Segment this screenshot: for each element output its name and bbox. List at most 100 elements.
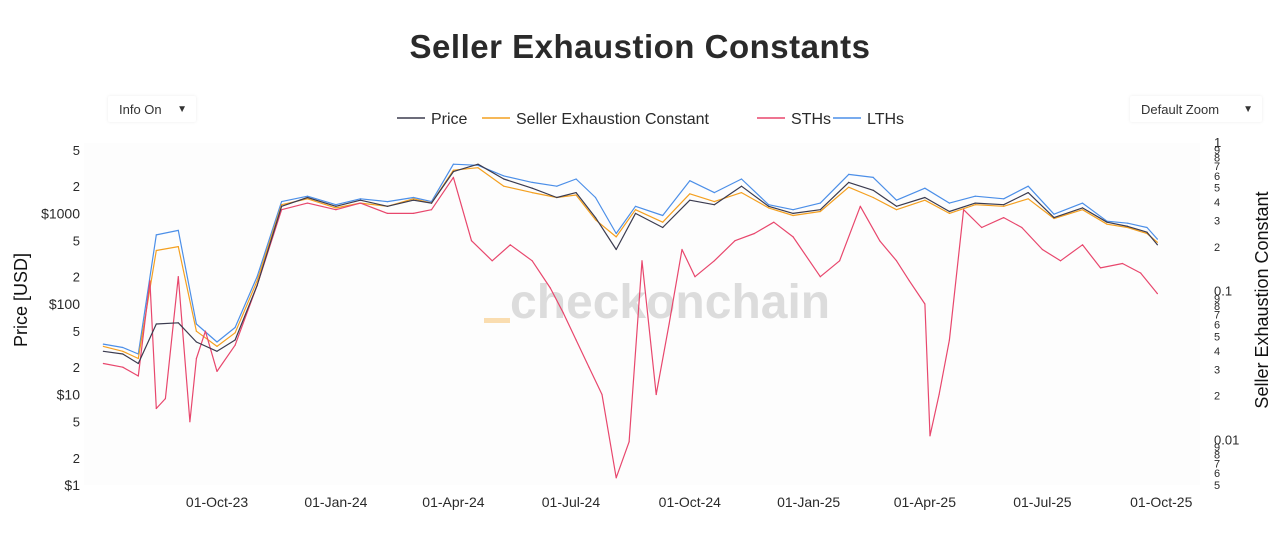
data-point-price xyxy=(359,199,361,201)
data-point-price xyxy=(137,362,139,365)
data-point-sths xyxy=(1059,260,1062,262)
data-point-sths xyxy=(938,393,940,396)
left-axis: $1 2 5 $10 2 5 $100 2 5 $1000 2 5 xyxy=(41,143,80,493)
data-point-sths xyxy=(149,280,151,282)
data-point-lths xyxy=(177,229,179,231)
data-point-seller-exhaustion-constant xyxy=(234,332,236,334)
y-left-tick-label: 5 xyxy=(73,234,80,249)
data-point-seller-exhaustion-constant xyxy=(216,345,218,347)
x-tick-label: 01-Oct-23 xyxy=(186,494,248,510)
y-right-tick-label: 3 xyxy=(1214,216,1220,228)
y-right-tick-label: 1 xyxy=(1214,135,1221,150)
data-point-lths xyxy=(195,323,197,325)
legend-item-seller-exhaustion-constant[interactable]: Seller Exhaustion Constant xyxy=(482,111,710,128)
data-point-sths xyxy=(234,344,236,346)
series-line-seller-exhaustion-constant xyxy=(103,167,1158,360)
data-point-seller-exhaustion-constant xyxy=(768,207,770,209)
data-point-seller-exhaustion-constant xyxy=(819,210,821,213)
data-point-lths xyxy=(1027,185,1029,187)
data-point-price xyxy=(256,284,258,287)
data-point-seller-exhaustion-constant xyxy=(503,185,505,187)
data-point-price xyxy=(792,212,794,214)
data-point-sths xyxy=(1099,267,1102,269)
data-point-lths xyxy=(713,192,715,194)
data-point-lths xyxy=(1053,213,1055,215)
y-left-tick-label: 2 xyxy=(73,451,80,466)
data-point-seller-exhaustion-constant xyxy=(306,198,309,200)
zoom-dropdown[interactable]: Default Zoom ▼ xyxy=(1130,96,1262,122)
data-point-sths xyxy=(713,260,715,262)
data-point-price xyxy=(430,202,433,204)
data-point-seller-exhaustion-constant xyxy=(662,221,664,223)
data-point-sths xyxy=(430,209,433,211)
data-point-sths xyxy=(1003,217,1005,219)
data-point-lths xyxy=(594,196,597,199)
data-point-price xyxy=(974,202,976,204)
chevron-down-icon: ▼ xyxy=(177,103,187,115)
y-right-tick-label: 8 xyxy=(1214,301,1220,313)
data-point-lths xyxy=(848,173,850,175)
data-point-seller-exhaustion-constant xyxy=(256,280,258,282)
series-layer xyxy=(102,163,1158,479)
data-point-seller-exhaustion-constant xyxy=(848,186,850,188)
data-point-price xyxy=(1053,217,1055,219)
data-point-sths xyxy=(588,366,590,368)
chart-title: Seller Exhaustion Constants xyxy=(409,28,871,65)
legend-label: Price xyxy=(431,111,468,128)
data-point-sths xyxy=(549,287,551,289)
y-right-tick-label: 5 xyxy=(1214,331,1220,343)
data-point-lths xyxy=(256,276,258,278)
y-right-tick-label: 2 xyxy=(1214,242,1220,254)
data-point-sths xyxy=(924,303,926,305)
data-point-lths xyxy=(740,178,743,180)
series-line-lths xyxy=(103,163,1158,355)
y-right-tick-label: 6 xyxy=(1214,468,1220,480)
y-left-tick-label: 5 xyxy=(73,415,80,430)
data-point-price xyxy=(819,209,821,211)
info-toggle-dropdown[interactable]: Info On ▼ xyxy=(108,96,196,122)
data-point-price xyxy=(1081,207,1084,209)
legend-label: Seller Exhaustion Constant xyxy=(516,111,710,128)
data-point-seller-exhaustion-constant xyxy=(335,207,337,209)
data-point-sths xyxy=(204,330,206,332)
data-point-seller-exhaustion-constant xyxy=(195,330,197,332)
data-point-price xyxy=(306,196,309,199)
data-point-price xyxy=(531,187,533,189)
chevron-down-icon: ▼ xyxy=(1243,103,1253,115)
data-point-sths xyxy=(1140,272,1142,274)
y-right-tick-label: 4 xyxy=(1214,346,1220,358)
legend-item-sths[interactable]: STHs xyxy=(757,111,831,128)
data-point-lths xyxy=(948,202,951,204)
data-point-lths xyxy=(924,187,926,189)
data-point-lths xyxy=(895,199,898,201)
data-point-seller-exhaustion-constant xyxy=(1156,241,1158,243)
x-tick-label: 01-Oct-25 xyxy=(1130,494,1192,510)
x-tick-label: 01-Jul-25 xyxy=(1013,494,1072,510)
data-point-price xyxy=(575,192,577,194)
data-point-seller-exhaustion-constant xyxy=(102,345,104,347)
data-point-price xyxy=(122,353,124,355)
data-point-lths xyxy=(234,326,236,329)
data-point-price xyxy=(872,189,874,191)
info-toggle-label: Info On xyxy=(119,101,162,117)
data-point-seller-exhaustion-constant xyxy=(615,236,617,238)
data-point-seller-exhaustion-constant xyxy=(1106,223,1108,225)
data-point-lths xyxy=(575,178,577,180)
data-point-price xyxy=(1156,244,1158,246)
data-point-sths xyxy=(412,212,414,214)
data-point-lths xyxy=(974,195,976,197)
data-point-sths xyxy=(491,260,493,262)
data-point-sths xyxy=(792,236,794,238)
legend-item-price[interactable]: Price xyxy=(397,111,468,128)
data-point-lths xyxy=(503,175,505,177)
legend: Price Seller Exhaustion Constant STHs LTHs xyxy=(397,111,904,128)
legend-item-lths[interactable]: LTHs xyxy=(833,111,904,128)
data-point-lths xyxy=(102,343,104,345)
data-point-sths xyxy=(1121,262,1124,265)
data-point-seller-exhaustion-constant xyxy=(531,192,533,194)
data-point-price xyxy=(155,323,157,325)
data-point-sths xyxy=(929,435,931,437)
data-point-lths xyxy=(1003,198,1005,200)
